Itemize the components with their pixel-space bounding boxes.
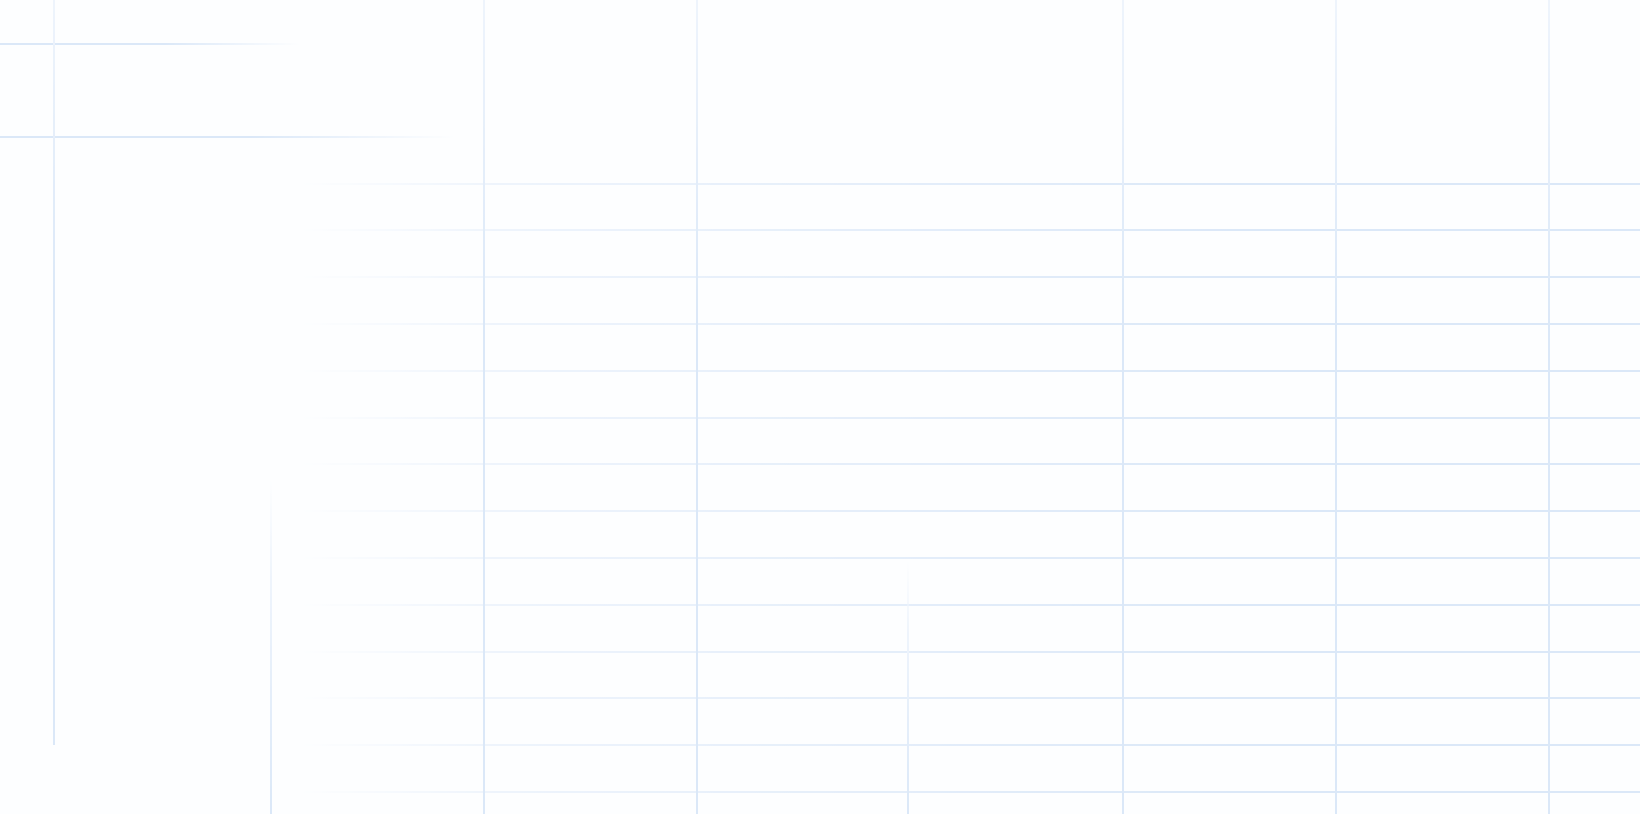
vertical-grid-line	[1122, 0, 1124, 814]
horizontal-grid-line	[300, 183, 1640, 185]
vertical-grid-line	[907, 560, 909, 814]
horizontal-grid-line	[300, 697, 1640, 699]
vertical-grid-line	[483, 0, 485, 814]
horizontal-grid-line	[300, 417, 1640, 419]
vertical-grid-line	[696, 0, 698, 814]
horizontal-grid-line	[300, 229, 1640, 231]
horizontal-grid-line	[0, 43, 300, 45]
horizontal-grid-line	[300, 604, 1640, 606]
horizontal-grid-line	[300, 276, 1640, 278]
horizontal-grid-line	[300, 557, 1640, 559]
horizontal-grid-line	[300, 323, 1640, 325]
vertical-grid-line	[53, 0, 55, 745]
vertical-grid-line	[1548, 0, 1550, 814]
vertical-grid-line	[1335, 0, 1337, 814]
vertical-grid-line	[270, 480, 272, 814]
horizontal-grid-line	[300, 791, 1640, 793]
horizontal-grid-line	[300, 463, 1640, 465]
horizontal-grid-line	[300, 651, 1640, 653]
horizontal-grid-line	[300, 744, 1640, 746]
horizontal-grid-line	[300, 370, 1640, 372]
horizontal-grid-line	[300, 510, 1640, 512]
horizontal-grid-line	[0, 136, 455, 138]
